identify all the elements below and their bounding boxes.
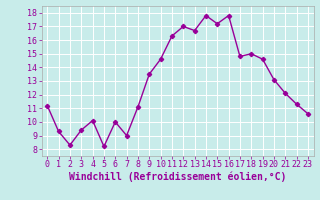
X-axis label: Windchill (Refroidissement éolien,°C): Windchill (Refroidissement éolien,°C): [69, 172, 286, 182]
